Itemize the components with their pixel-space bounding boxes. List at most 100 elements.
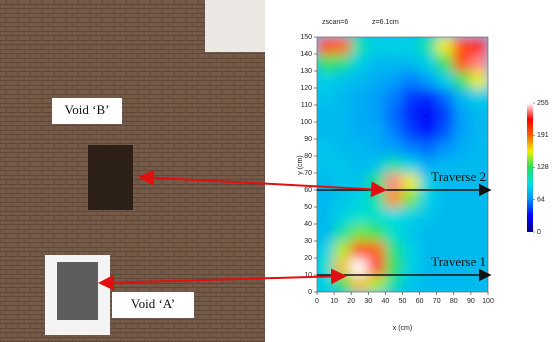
heat-cell — [402, 71, 420, 89]
heat-cell — [453, 122, 471, 140]
heat-cell — [453, 37, 471, 55]
heat-cell — [402, 37, 420, 55]
heat-cell — [470, 207, 488, 225]
heat-cell — [402, 88, 420, 106]
header: z=6.1cm — [372, 19, 399, 26]
heat-cell — [334, 71, 352, 89]
y-tick-label: 140 — [300, 51, 312, 58]
y-tick-label: 30 — [304, 238, 312, 245]
heat-cell — [351, 275, 369, 293]
heat-cell — [385, 224, 403, 242]
heat-cell — [402, 224, 420, 242]
heat-cell — [317, 224, 335, 242]
heat-cell — [453, 105, 471, 123]
void-a — [57, 262, 98, 320]
heat-cell — [351, 190, 369, 208]
heat-cell — [453, 88, 471, 106]
colorbar — [527, 103, 533, 232]
heat-cell — [436, 275, 454, 293]
y-tick-label: 20 — [304, 255, 312, 262]
heat-cell — [453, 224, 471, 242]
heat-cell — [436, 122, 454, 140]
y-axis-label: y (cm) — [297, 155, 304, 174]
heat-cell — [351, 241, 369, 259]
x-tick-label: 70 — [433, 298, 441, 305]
heat-cell — [470, 37, 488, 55]
heat-cell — [368, 71, 386, 89]
x-tick-label: 0 — [315, 298, 319, 305]
heat-cell — [368, 37, 386, 55]
x-tick-label: 80 — [450, 298, 458, 305]
y-tick-label: 150 — [300, 34, 312, 41]
heat-cell — [351, 71, 369, 89]
heat-cell — [419, 122, 437, 140]
y-tick-label: 90 — [304, 136, 312, 143]
y-tick-label: 100 — [300, 119, 312, 126]
figure: Void ‘B’ Void ‘A’ 0102030405060708090100… — [0, 0, 560, 342]
x-tick-label: 90 — [467, 298, 475, 305]
heat-cell — [334, 54, 352, 72]
heat-cell — [419, 207, 437, 225]
heat-cell — [385, 71, 403, 89]
heat-cell — [436, 54, 454, 72]
heat-cell — [385, 156, 403, 174]
heat-cell — [368, 207, 386, 225]
x-tick-label: 30 — [364, 298, 372, 305]
heat-cell — [317, 156, 335, 174]
heat-cell — [385, 139, 403, 157]
white-area — [205, 0, 265, 52]
heat-cell — [317, 54, 335, 72]
y-tick-label: 130 — [300, 68, 312, 75]
heat-cell — [436, 224, 454, 242]
heat-cell — [402, 190, 420, 208]
heat-cell — [470, 105, 488, 123]
heat-cell — [368, 105, 386, 123]
heat-cell — [351, 258, 369, 276]
heat-cell — [385, 258, 403, 276]
heat-cell — [334, 37, 352, 55]
heat-cell — [419, 139, 437, 157]
y-tick-label: 40 — [304, 221, 312, 228]
heat-cell — [317, 241, 335, 259]
heat-cell — [334, 224, 352, 242]
heat-cell — [402, 173, 420, 191]
heat-cell — [419, 105, 437, 123]
heat-cell — [368, 88, 386, 106]
heat-cell — [436, 139, 454, 157]
heat-cell — [453, 71, 471, 89]
heat-cell — [419, 275, 437, 293]
heat-cell — [317, 207, 335, 225]
heat-cell — [419, 54, 437, 72]
heat-cell — [419, 71, 437, 89]
heat-cell — [402, 275, 420, 293]
x-tick-label: 60 — [416, 298, 424, 305]
heat-cell — [368, 224, 386, 242]
heat-cell — [317, 71, 335, 89]
heat-cell — [470, 54, 488, 72]
heat-cell — [402, 207, 420, 225]
x-tick-label: 10 — [330, 298, 338, 305]
heat-cell — [385, 105, 403, 123]
heat-cell — [470, 88, 488, 106]
heat-cell — [436, 105, 454, 123]
heat-cell — [317, 122, 335, 140]
heat-cell — [368, 139, 386, 157]
y-tick-label: 120 — [300, 85, 312, 92]
colorbar-tick-label: 191 — [537, 132, 549, 139]
header: zscan=6 — [322, 19, 348, 26]
y-tick-label: 0 — [308, 289, 312, 296]
heat-cell — [317, 88, 335, 106]
heat-cell — [402, 241, 420, 259]
heat-cell — [368, 54, 386, 72]
heat-cell — [334, 258, 352, 276]
void-label: Void ‘A’ — [131, 296, 175, 311]
heat-cell — [470, 139, 488, 157]
heat-cell — [368, 173, 386, 191]
heat-cell — [436, 37, 454, 55]
heat-cell — [351, 139, 369, 157]
heat-cell — [317, 37, 335, 55]
heat-cell — [453, 139, 471, 157]
heat-cell — [419, 37, 437, 55]
heat-cell — [436, 207, 454, 225]
heat-cell — [402, 139, 420, 157]
